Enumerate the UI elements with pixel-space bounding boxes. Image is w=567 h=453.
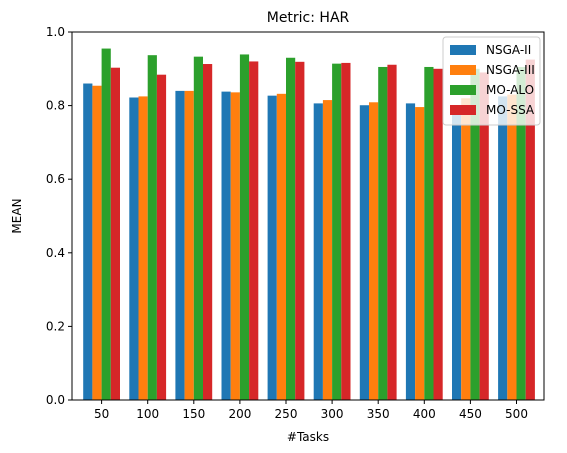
plot-frame xyxy=(71,31,545,401)
bar xyxy=(193,56,203,400)
y-tick-label: 0.2 xyxy=(46,319,65,333)
x-tick-label: 250 xyxy=(275,407,298,421)
bar xyxy=(369,102,379,400)
bar xyxy=(507,94,517,400)
x-tick-label: 100 xyxy=(136,407,159,421)
y-tick-label: 1.0 xyxy=(46,25,65,39)
bar xyxy=(295,61,305,401)
bar xyxy=(138,96,148,401)
x-tick-label: 300 xyxy=(321,407,344,421)
bar xyxy=(387,64,397,400)
legend-swatch xyxy=(450,45,476,55)
y-tick-label: 0.4 xyxy=(46,246,65,260)
x-tick-label: 150 xyxy=(182,407,205,421)
bar xyxy=(239,54,250,400)
legend-swatch xyxy=(450,85,476,95)
bar-group xyxy=(83,48,535,401)
bar xyxy=(516,66,526,401)
legend-label: NSGA-II xyxy=(486,43,531,57)
x-tick-label: 50 xyxy=(94,407,109,421)
bar xyxy=(341,62,351,400)
legend-swatch xyxy=(450,65,476,75)
x-axis-label: #Tasks xyxy=(287,430,329,444)
x-tick-label: 500 xyxy=(505,407,528,421)
bar xyxy=(332,63,342,401)
bar xyxy=(525,59,535,400)
legend-box xyxy=(442,36,541,126)
bar xyxy=(313,103,323,400)
bar xyxy=(184,90,194,400)
x-tick-label: 200 xyxy=(228,407,251,421)
y-tick-label: 0.0 xyxy=(46,393,65,407)
y-axis-label: MEAN xyxy=(10,198,24,233)
bar xyxy=(286,57,296,400)
bar xyxy=(230,92,240,400)
x-tick-label: 400 xyxy=(413,407,436,421)
bar xyxy=(322,100,333,400)
bar xyxy=(110,67,120,400)
bar xyxy=(424,66,434,401)
y-tick-label: 0.8 xyxy=(46,99,65,113)
bar xyxy=(415,107,425,400)
bar xyxy=(479,72,489,400)
bar xyxy=(221,91,231,401)
bar xyxy=(276,93,286,400)
chart-title: Metric: HAR xyxy=(267,10,350,26)
bar xyxy=(498,96,508,401)
legend-label: NSGA-III xyxy=(486,63,535,77)
legend-label: MO-ALO xyxy=(486,83,534,97)
bar xyxy=(405,103,416,400)
bar xyxy=(156,74,167,400)
x-axis: 50 100 150 200 250 300 350 400 450 500 xyxy=(94,400,528,421)
legend-swatch xyxy=(450,105,476,115)
y-axis: 0.0 0.2 0.4 0.6 0.8 1.0 xyxy=(46,25,72,407)
x-tick-label: 350 xyxy=(367,407,390,421)
bar xyxy=(378,66,388,401)
bar xyxy=(101,48,111,401)
legend: NSGA-II NSGA-III MO-ALO MO-SSA xyxy=(442,36,541,126)
legend-label: MO-SSA xyxy=(486,103,535,117)
bar xyxy=(83,83,93,401)
bar xyxy=(175,90,185,400)
bar xyxy=(203,64,213,401)
y-tick-label: 0.6 xyxy=(46,172,65,186)
bar xyxy=(461,98,471,401)
bar xyxy=(147,55,157,401)
bar xyxy=(249,61,259,400)
x-tick-label: 450 xyxy=(459,407,482,421)
bar xyxy=(470,68,480,401)
bar xyxy=(92,85,102,400)
bar xyxy=(359,105,369,400)
bar xyxy=(452,105,462,400)
bar xyxy=(267,95,277,400)
bar xyxy=(433,68,443,401)
bar xyxy=(129,97,139,400)
